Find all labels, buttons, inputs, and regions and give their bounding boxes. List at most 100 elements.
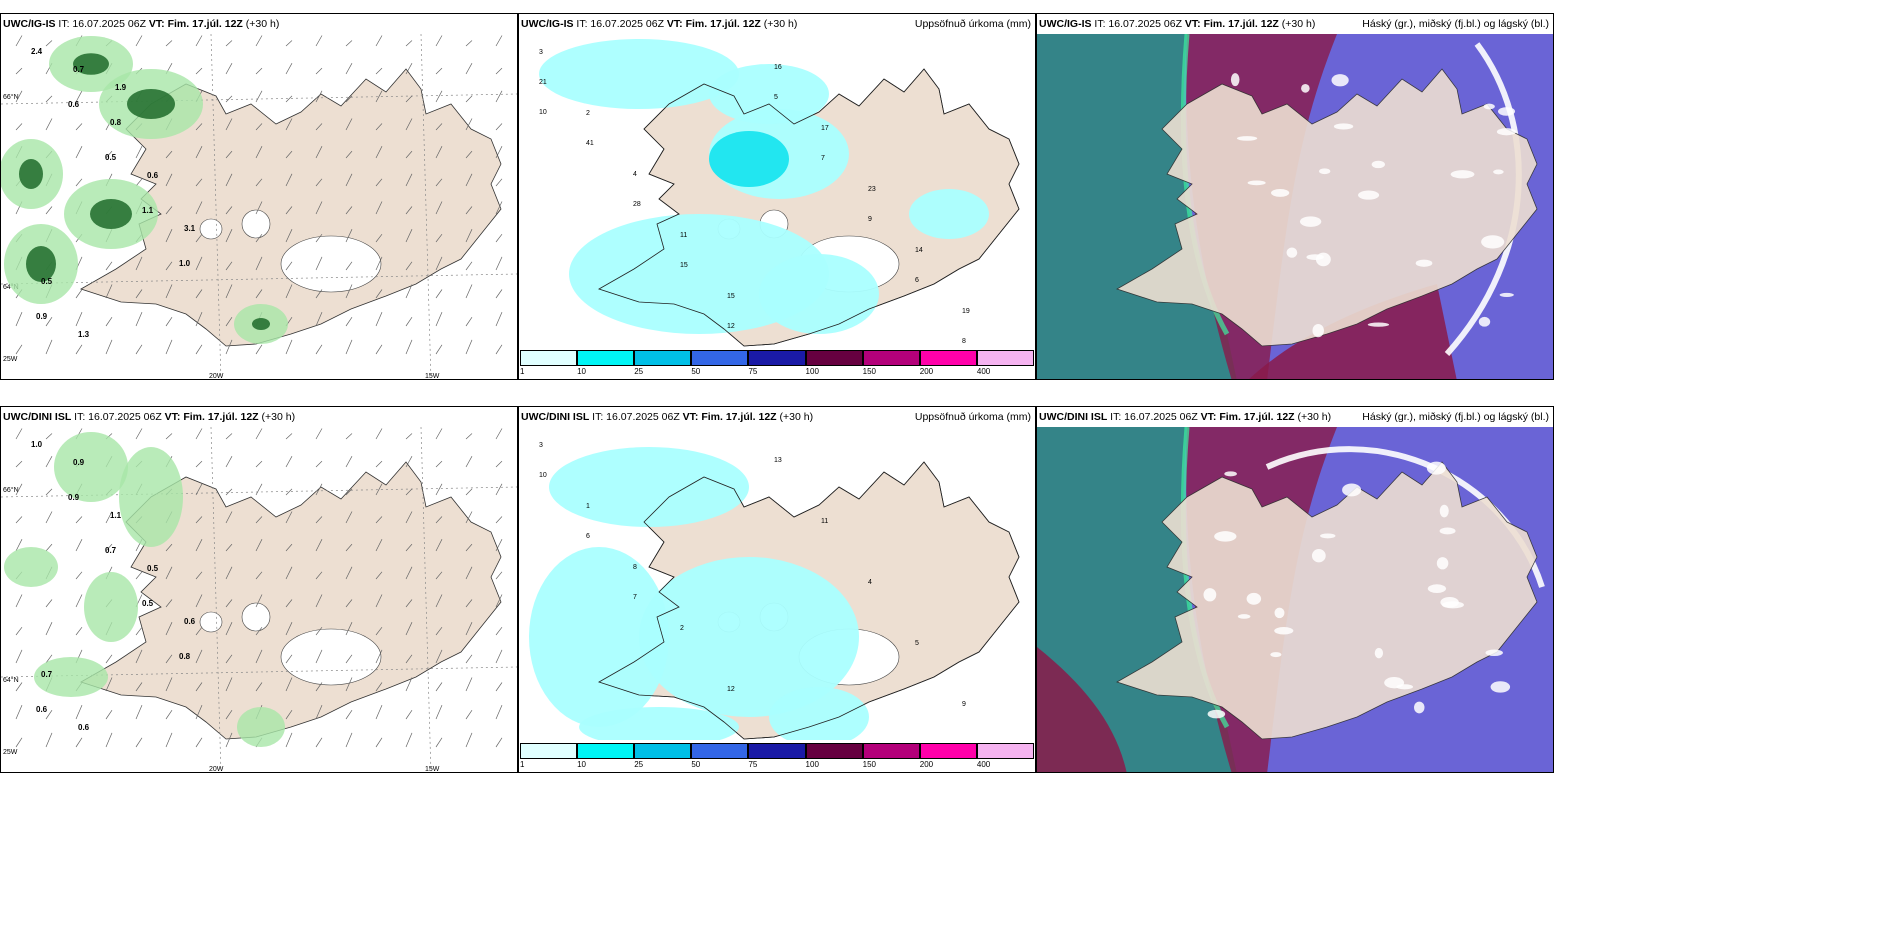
panel-title: Háský (gr.), miðský (fj.bl.) og lágský (… <box>1362 407 1549 427</box>
wind-barb <box>436 91 442 102</box>
model-name: UWC/IG-IS <box>3 18 56 30</box>
clear-patch <box>1440 528 1456 535</box>
precip-value-label: 8 <box>962 338 966 345</box>
colorbar-segment <box>920 743 977 759</box>
glacier-vatnajokull <box>281 629 381 685</box>
clear-patch <box>1440 597 1458 608</box>
lead-time: (+30 h) <box>1295 411 1331 423</box>
wind-barb <box>226 41 232 47</box>
wind-barb <box>316 68 322 74</box>
cloud-core <box>90 199 132 229</box>
longitude-label: 25W <box>3 749 18 756</box>
colorbar-label: 1 <box>520 760 524 769</box>
wind-barb <box>496 429 502 440</box>
wind-barb <box>406 317 412 326</box>
cloud-value-label: 3.1 <box>184 224 196 233</box>
wind-barb <box>16 312 22 326</box>
wind-barb <box>406 710 412 719</box>
precip-value-label: 14 <box>915 247 923 254</box>
precip-value-label: 19 <box>962 308 970 315</box>
colorbar-label: 200 <box>920 367 933 376</box>
glacier-langjokull <box>200 219 222 239</box>
wind-barb <box>466 434 472 440</box>
colorbar-label: 100 <box>806 367 819 376</box>
cloud-value-label: 0.9 <box>73 458 85 467</box>
clear-patch <box>1270 652 1281 657</box>
wind-barb <box>496 705 502 719</box>
init-time: IT: 16.07.2025 06Z <box>589 411 682 423</box>
wind-barb <box>286 434 292 440</box>
wind-barb <box>286 489 292 495</box>
clear-patch <box>1214 531 1236 541</box>
model-name: UWC/IG-IS <box>1039 18 1092 30</box>
precip-value-label: 10 <box>539 109 547 116</box>
wind-barb <box>436 290 442 299</box>
cloud-value-label: 0.7 <box>105 546 117 555</box>
wind-barb <box>16 429 22 440</box>
longitude-label: 15W <box>425 373 440 380</box>
cloud-value-label: 0.6 <box>36 705 48 714</box>
colorbar-label: 10 <box>577 760 586 769</box>
wind-barb <box>196 461 202 467</box>
wind-barb <box>106 655 112 663</box>
wind-barb <box>76 705 82 719</box>
wind-barb <box>496 539 502 551</box>
wind-barb <box>16 68 22 74</box>
wind-barb <box>376 36 382 47</box>
cloud-value-label: 0.8 <box>179 652 191 661</box>
wind-barb <box>436 345 442 354</box>
cloud-value-label: 0.8 <box>110 118 122 127</box>
lead-time: (+30 h) <box>761 18 797 30</box>
wind-barb <box>256 91 262 102</box>
wind-barb <box>136 429 142 440</box>
wind-barb <box>16 517 22 524</box>
precip-value-label: 2 <box>680 625 684 632</box>
clear-patch <box>1274 627 1293 634</box>
wind-barb <box>106 262 112 270</box>
precip-value-label: 4 <box>868 579 872 586</box>
clear-patch <box>1384 677 1404 688</box>
clear-patch <box>1375 648 1383 658</box>
cloud-area <box>237 707 285 747</box>
precip-value-label: 12 <box>727 686 735 693</box>
clear-patch <box>1440 505 1449 518</box>
colorbar-label: 100 <box>806 760 819 769</box>
lead-time: (+30 h) <box>1279 18 1315 30</box>
wind-barb <box>496 345 502 354</box>
clear-patch <box>1500 293 1514 297</box>
precip-area <box>539 39 739 109</box>
precip-value-label: 7 <box>821 155 825 162</box>
precip-area <box>709 64 829 124</box>
clear-patch <box>1208 710 1226 719</box>
wind-barb <box>136 738 142 747</box>
wind-barb <box>16 124 22 131</box>
cloud-value-label: 0.9 <box>68 493 80 502</box>
wind-barb <box>256 429 262 440</box>
wind-barb <box>76 179 82 186</box>
lead-time: (+30 h) <box>777 411 813 423</box>
wind-barb <box>256 345 262 354</box>
clear-patch <box>1237 136 1257 141</box>
precip-value-label: 15 <box>680 262 688 269</box>
glacier-hofsjokull <box>242 603 270 631</box>
precip-value-label: 23 <box>868 186 876 193</box>
wind-barb <box>166 340 172 354</box>
wind-barb <box>16 461 22 467</box>
valid-time: VT: Fim. 17.júl. 12Z <box>683 411 777 423</box>
colorbar-label: 150 <box>863 367 876 376</box>
precip-value-label: 1 <box>586 503 590 510</box>
latitude-label: 66°N <box>3 93 19 101</box>
colorbar-label: 50 <box>691 367 700 376</box>
wind-barb <box>286 340 292 354</box>
clear-patch <box>1451 170 1475 178</box>
clear-patch <box>1238 614 1251 619</box>
clear-patch <box>1275 608 1285 619</box>
wind-barb <box>376 705 382 719</box>
longitude-label: 20W <box>209 766 224 773</box>
wind-barb <box>436 461 442 467</box>
wind-barb <box>496 91 502 102</box>
cloud-value-label: 0.5 <box>41 277 53 286</box>
wind-barb <box>496 738 502 747</box>
wind-barb <box>46 489 52 495</box>
colorbar-segment <box>634 350 691 366</box>
